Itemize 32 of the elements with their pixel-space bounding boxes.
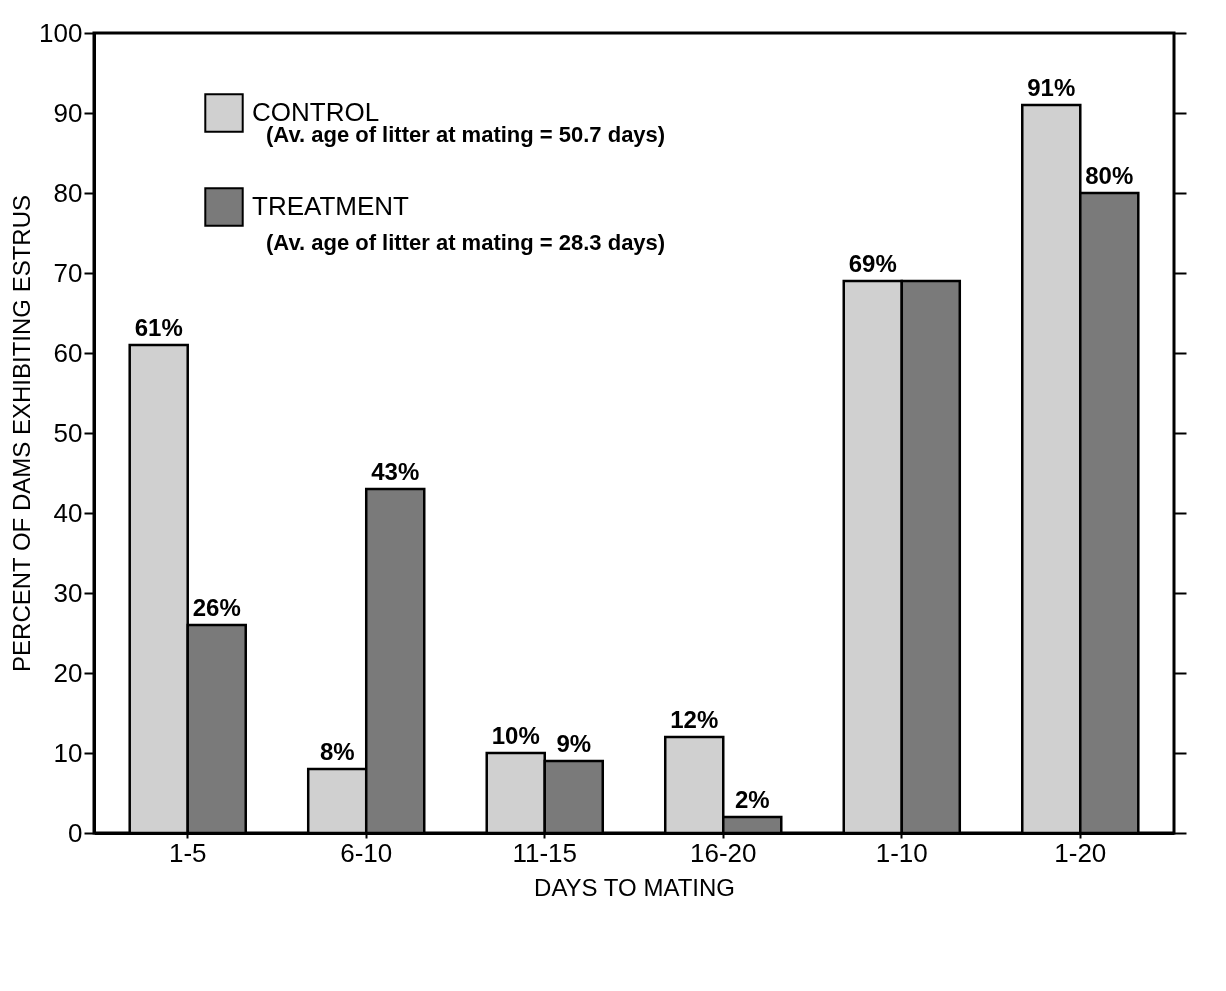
y-tick-label: 30 — [53, 577, 83, 608]
x-tick-label: 1-10 — [875, 837, 928, 868]
y-tick-label: 60 — [53, 337, 83, 368]
y-tick-label: 90 — [53, 97, 83, 128]
data-label: 10% — [491, 722, 540, 749]
data-label: 12% — [670, 706, 719, 733]
y-tick-label: 40 — [53, 497, 83, 528]
x-tick-label: 6-10 — [340, 837, 393, 868]
x-tick-label: 1-5 — [168, 837, 207, 868]
legend-label: TREATMENT — [252, 191, 410, 221]
y-tick-label: 50 — [53, 417, 83, 448]
data-label: 91% — [1027, 74, 1076, 101]
y-tick-label: 100 — [39, 17, 83, 48]
data-label: 69% — [848, 250, 897, 277]
data-label: 80% — [1085, 162, 1134, 189]
data-label: 2% — [734, 786, 770, 813]
y-tick-label: 20 — [53, 657, 83, 688]
data-label: 9% — [556, 730, 592, 757]
x-tick-label: 16-20 — [690, 837, 757, 868]
data-label: 61% — [134, 314, 183, 341]
y-tick-label: 70 — [53, 257, 83, 288]
y-axis-title: PERCENT OF DAMS EXHIBITING ESTRUS — [8, 195, 36, 672]
y-tick-label: 80 — [53, 177, 83, 208]
annotation: (Av. age of litter at mating = 28.3 days) — [266, 230, 666, 255]
x-tick-label: 11-15 — [512, 837, 578, 868]
data-label: 8% — [319, 738, 355, 765]
y-tick-label: 10 — [53, 737, 83, 768]
data-label: 26% — [192, 594, 241, 621]
x-axis-title: DAYS TO MATING — [534, 873, 735, 901]
y-tick-label: 0 — [68, 817, 83, 848]
x-tick-label: 1-20 — [1054, 837, 1107, 868]
data-label: 43% — [371, 458, 420, 485]
